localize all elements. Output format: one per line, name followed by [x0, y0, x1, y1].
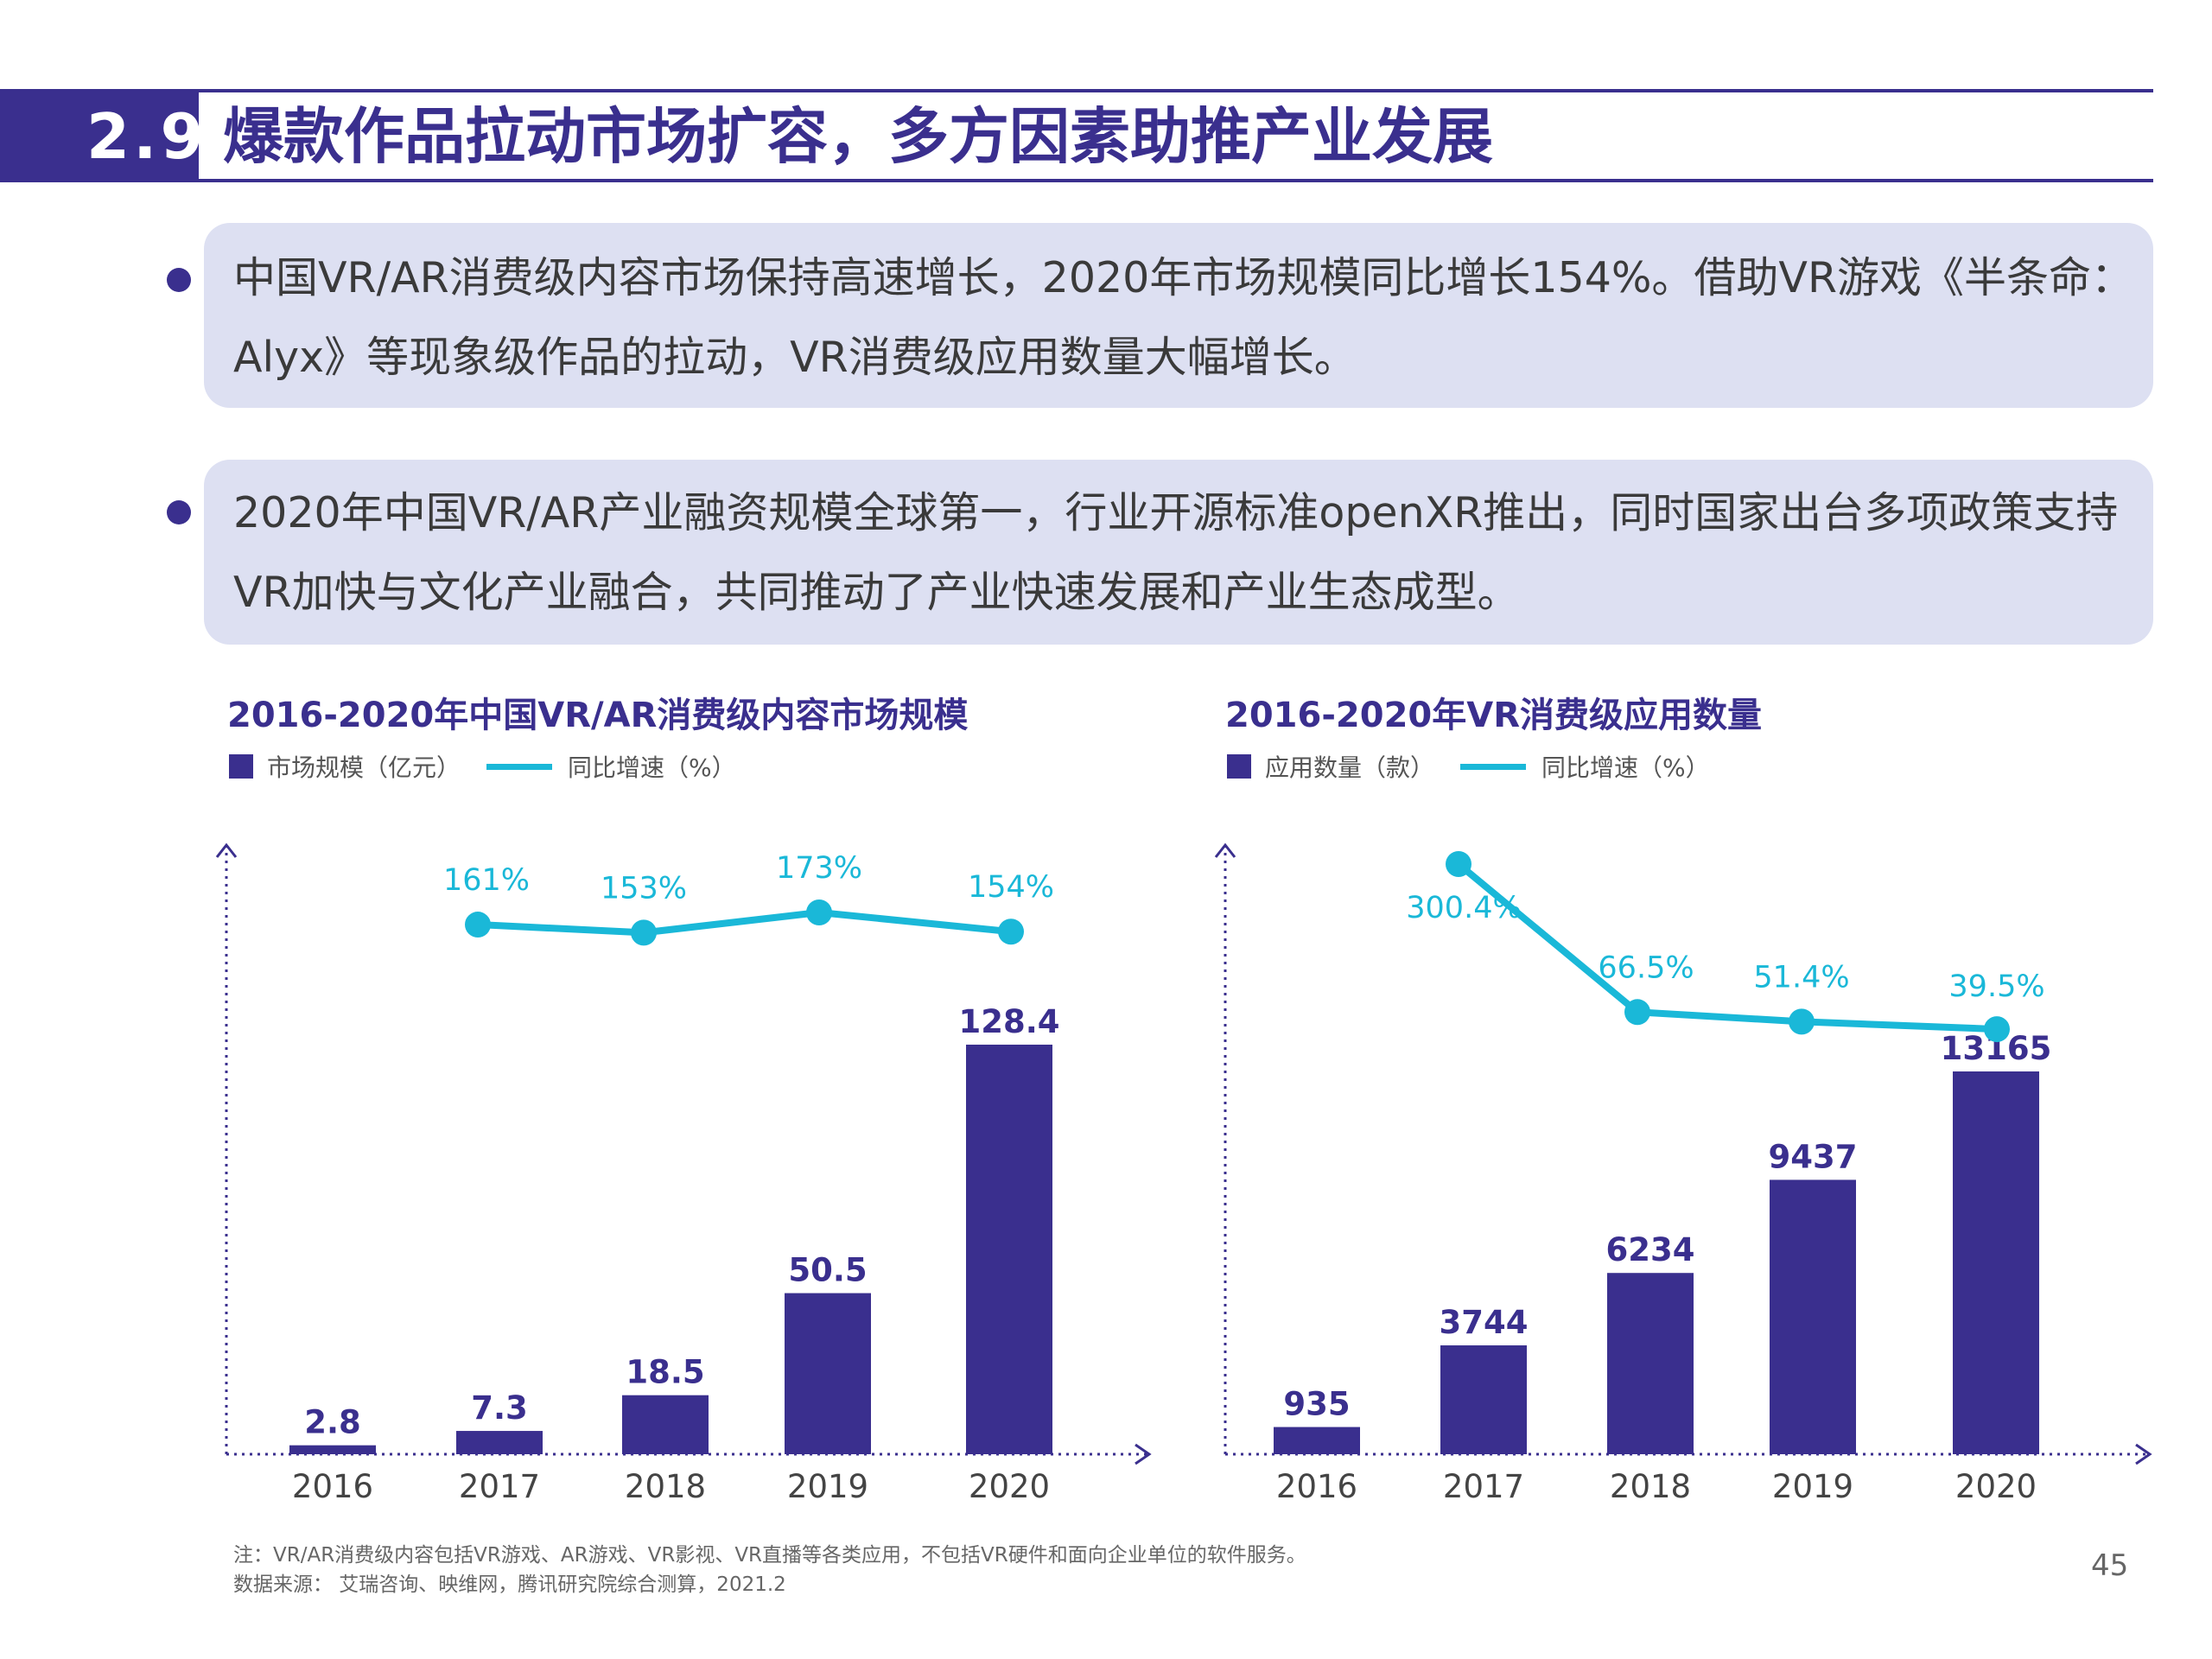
bar	[1770, 1179, 1856, 1454]
bar-data-label: 18.5	[626, 1354, 704, 1391]
bar-data-label: 2.8	[304, 1404, 361, 1441]
growth-data-label: 154%	[968, 870, 1054, 905]
y-axis-arrow-icon	[1214, 842, 1236, 858]
bar-data-label: 9437	[1769, 1138, 1858, 1175]
legend-bar-swatch	[1227, 754, 1251, 779]
bar	[1274, 1427, 1360, 1454]
footnote-source: 数据来源： 艾瑞咨询、映维网，腾讯研究院综合测算，2021.2	[233, 1573, 786, 1596]
bar	[456, 1431, 543, 1454]
chart-1-legend: 市场规模（亿元） 同比增速（%）	[229, 749, 736, 784]
legend-line-label: 同比增速（%）	[1541, 753, 1710, 782]
bar	[1607, 1273, 1694, 1454]
bar	[289, 1445, 376, 1454]
legend-bar-swatch	[229, 754, 253, 779]
page-number: 45	[2091, 1548, 2129, 1583]
legend-line-label: 同比增速（%）	[568, 753, 736, 782]
x-tick-label: 2019	[1772, 1468, 1853, 1505]
growth-point	[1624, 999, 1650, 1026]
bar	[1953, 1071, 2039, 1454]
growth-data-label: 300.4%	[1406, 891, 1521, 925]
bullet-box-1	[204, 223, 2153, 408]
bar-data-label: 935	[1283, 1386, 1350, 1423]
growth-data-label: 66.5%	[1598, 950, 1694, 985]
growth-point	[806, 899, 832, 925]
x-tick-label: 2017	[459, 1468, 540, 1505]
x-tick-label: 2018	[625, 1468, 706, 1505]
growth-point	[1789, 1008, 1815, 1035]
chart-2-title: 2016-2020年VR消费级应用数量	[1225, 696, 1763, 735]
growth-data-label: 51.4%	[1753, 960, 1849, 995]
growth-point	[1984, 1016, 2010, 1043]
x-axis-arrow-icon	[2135, 1443, 2152, 1465]
bar-data-label: 3744	[1440, 1304, 1529, 1341]
growth-point	[631, 919, 657, 946]
growth-data-label: 153%	[601, 871, 687, 906]
legend-line-swatch	[1460, 763, 1527, 770]
bar	[785, 1293, 871, 1454]
header-rule-top	[199, 89, 2153, 92]
growth-data-label: 173%	[776, 851, 862, 886]
bar-data-label: 6234	[1606, 1231, 1695, 1268]
bar	[966, 1045, 1052, 1454]
growth-line	[477, 909, 1012, 937]
bar-data-label: 7.3	[471, 1389, 528, 1427]
bullet-dot-icon	[167, 268, 191, 292]
x-tick-label: 2020	[1955, 1468, 2037, 1505]
x-tick-label: 2016	[1276, 1468, 1357, 1505]
header-rule-bottom	[199, 179, 2153, 182]
growth-data-label: 161%	[443, 863, 530, 898]
growth-point	[465, 912, 491, 938]
chart-1-title: 2016-2020年中国VR/AR消费级内容市场规模	[227, 696, 969, 735]
legend-bar-label: 市场规模（亿元）	[267, 753, 461, 782]
page-title: 爆款作品拉动市场扩容，多方因素助推产业发展	[223, 101, 1493, 172]
growth-data-label: 39.5%	[1948, 969, 2044, 1004]
bar	[622, 1395, 709, 1454]
bar-data-label: 128.4	[958, 1003, 1059, 1040]
bullet-dot-icon	[167, 500, 191, 524]
legend-line-swatch	[486, 763, 553, 770]
legend-bar-label: 应用数量（款）	[1265, 753, 1435, 782]
section-number: 2.9	[86, 100, 207, 173]
bullet-text-2: 2020年中国VR/AR产业融资规模全球第一，行业开源标准openXR推出，同时…	[233, 488, 2119, 617]
bar	[1440, 1345, 1527, 1454]
growth-point	[1446, 851, 1471, 877]
x-tick-label: 2018	[1610, 1468, 1691, 1505]
x-tick-label: 2016	[292, 1468, 373, 1505]
section-number-block	[0, 89, 199, 182]
y-axis-arrow-icon	[215, 842, 238, 858]
bullet-text-1: 中国VR/AR消费级内容市场保持高速增长，2020年市场规模同比增长154%。借…	[233, 253, 2133, 382]
x-tick-label: 2020	[969, 1468, 1050, 1505]
footnote-note: 注：VR/AR消费级内容包括VR游戏、AR游戏、VR影视、VR直播等各类应用，不…	[233, 1544, 1306, 1567]
bullet-box-2	[204, 460, 2153, 645]
x-axis-arrow-icon	[1135, 1443, 1152, 1465]
chart-2-legend: 应用数量（款） 同比增速（%）	[1227, 749, 1710, 784]
x-tick-label: 2019	[787, 1468, 868, 1505]
growth-point	[998, 918, 1024, 945]
x-tick-label: 2017	[1443, 1468, 1524, 1505]
growth-line	[1456, 861, 1998, 1033]
bar-data-label: 50.5	[788, 1252, 867, 1289]
